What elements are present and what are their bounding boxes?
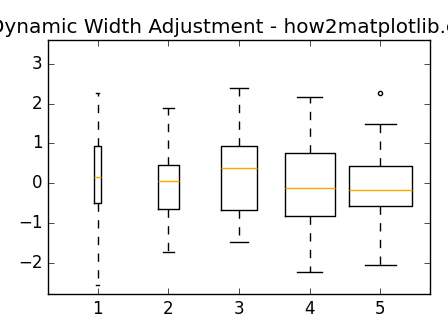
Title: Dynamic Width Adjustment - how2matplotlib.com: Dynamic Width Adjustment - how2matplotli… bbox=[0, 18, 448, 37]
